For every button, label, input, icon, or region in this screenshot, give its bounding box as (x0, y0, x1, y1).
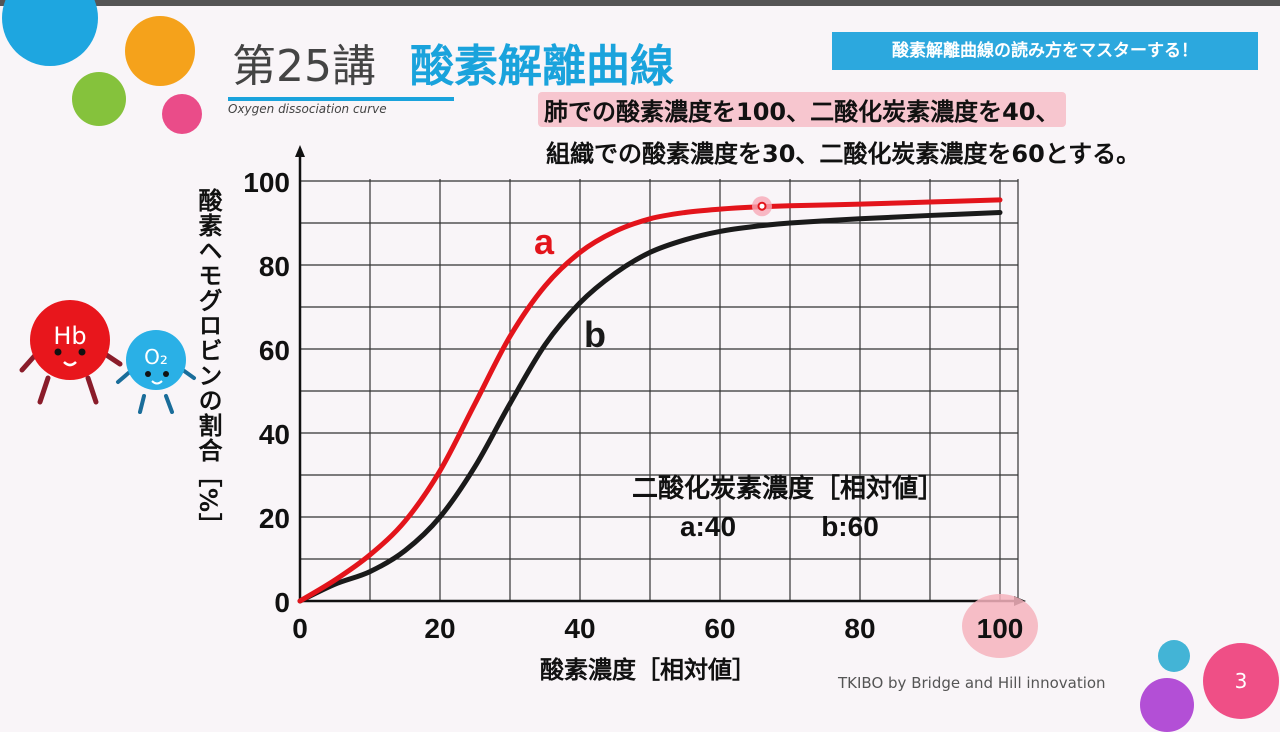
legend-item-a: a:40 (680, 511, 736, 542)
hb-label: Hb (53, 322, 86, 350)
condition-line-1: 肺での酸素濃度を100、二酸化炭素濃度を40、 (538, 92, 1066, 127)
decor-circle-green (72, 72, 126, 126)
legend-title: 二酸化炭素濃度［相対値］ (632, 473, 944, 504)
x-tick-label: 80 (844, 613, 875, 644)
topic-banner: 酸素解離曲線の読み方をマスターする！ (832, 32, 1258, 70)
series-label-a: a (534, 221, 555, 262)
decor-circle-orange (125, 16, 195, 86)
page-title: 酸素解離曲線 (410, 41, 674, 92)
lesson-number: 第25講 (232, 41, 376, 92)
y-axis-arrow (295, 145, 305, 157)
decor-circle-pink (162, 94, 202, 134)
y-tick-label: 60 (259, 335, 290, 366)
y-axis-label: 酸素ヘモグロビンの割合［%］ (194, 188, 222, 539)
decor-circle-bottom-pink (1203, 643, 1279, 719)
o2-label: O₂ (144, 345, 168, 369)
x-tick-label: 100 (977, 613, 1024, 644)
series-line-b (297, 210, 1003, 604)
x-tick-label: 20 (424, 613, 455, 644)
x-tick-label: 0 (292, 613, 308, 644)
decor-circle-bottom-purple (1140, 678, 1194, 732)
condition-line-2: 組織での酸素濃度を30、二酸化炭素濃度を60とする。 (546, 140, 1141, 168)
page-number: 3 (1234, 669, 1248, 693)
o2-mascot: O₂ (116, 330, 196, 414)
x-tick-label: 60 (704, 613, 735, 644)
curve-highlight-point (757, 201, 767, 211)
hb-mascot: Hb (19, 300, 123, 405)
y-tick-label: 0 (274, 587, 290, 618)
y-tick-label: 20 (259, 503, 290, 534)
series-label-b: b (584, 314, 606, 355)
y-tick-label: 40 (259, 419, 290, 450)
title-underline (228, 97, 454, 101)
y-tick-label: 80 (259, 251, 290, 282)
decor-circle-bottom-blue (1158, 640, 1190, 672)
x-axis-label: 酸素濃度［相対値］ (540, 656, 756, 684)
y-tick-label: 100 (243, 167, 290, 198)
series-line-a (297, 197, 1003, 604)
footer-credit: TKIBO by Bridge and Hill innovation (838, 674, 1106, 692)
x-tick-label: 40 (564, 613, 595, 644)
tick-highlight (962, 594, 1038, 658)
page-subtitle: Oxygen dissociation curve (228, 102, 387, 116)
top-bar (0, 0, 1280, 6)
legend-item-b: b:60 (821, 511, 879, 542)
